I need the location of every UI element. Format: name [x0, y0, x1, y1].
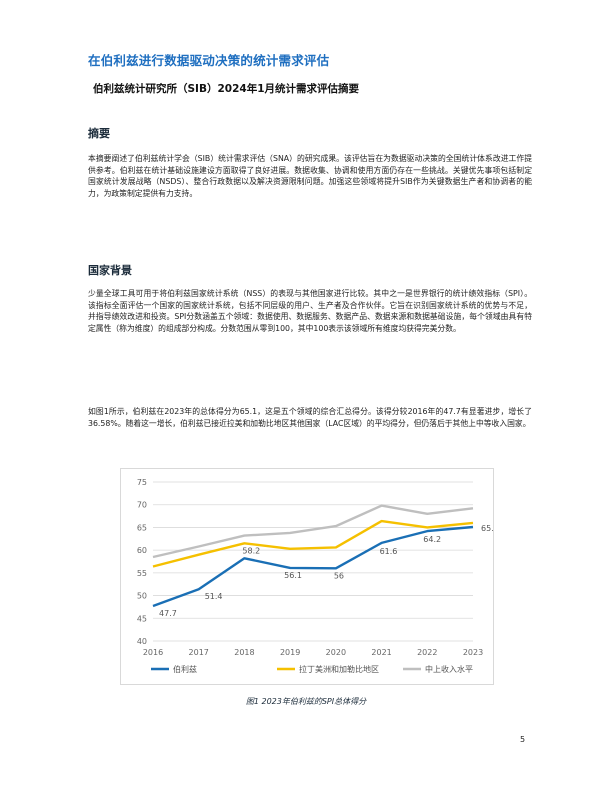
x-tick-label: 2018 — [234, 648, 254, 657]
data-label: 61.6 — [380, 547, 398, 556]
data-label: 56.1 — [284, 571, 302, 580]
page-number: 5 — [520, 735, 526, 744]
data-label: 58.2 — [242, 546, 260, 555]
document-subtitle: 伯利兹统计研究所（SIB）2024年1月统计需求评估摘要 — [93, 83, 360, 95]
section-heading-country-background: 国家背景 — [88, 264, 132, 277]
series-line-2 — [152, 504, 474, 559]
document-title: 在伯利兹进行数据驱动决策的统计需求评估 — [88, 53, 330, 68]
y-tick-label: 75 — [137, 478, 147, 487]
x-tick-label: 2020 — [326, 648, 346, 657]
series-line-1 — [152, 519, 474, 568]
data-label: 65.1 — [481, 524, 493, 533]
section-heading-summary: 摘要 — [88, 127, 110, 140]
x-tick-label: 2019 — [280, 648, 300, 657]
data-label: 51.4 — [205, 592, 223, 601]
x-tick-label: 2023 — [463, 648, 483, 657]
data-label: 64.2 — [423, 535, 441, 544]
y-tick-label: 70 — [137, 501, 147, 510]
y-tick-label: 65 — [137, 523, 147, 532]
legend-label-1: 拉丁美洲和加勒比地区 — [299, 664, 379, 674]
legend-label-0: 伯利兹 — [173, 664, 197, 674]
spi-line-chart: 40 45 50 55 60 65 70 75 2016 2017 2018 2019 2020 2021… — [120, 468, 499, 685]
data-label: 56 — [334, 571, 344, 580]
x-tick-label: 2017 — [189, 648, 209, 657]
country-background-paragraph-1: 少量全球工具可用于将伯利兹国家统计系统（NSS）的表现与其他国家进行比较。其中之… — [88, 289, 532, 333]
legend-label-2: 中上收入水平 — [425, 664, 473, 674]
x-tick-label: 2022 — [417, 648, 437, 657]
x-tick-label: 2021 — [371, 648, 391, 657]
x-tick-label: 2016 — [143, 648, 163, 657]
y-tick-label: 60 — [137, 546, 147, 555]
country-background-paragraph-2: 如图1所示，伯利兹在2023年的总体得分为65.1，这是五个领域的综合汇总得分。… — [88, 407, 532, 428]
y-tick-label: 50 — [137, 592, 147, 601]
spi-chart-svg: 40 45 50 55 60 65 70 75 2016 2017 2018 2019 2020 2021… — [137, 478, 499, 674]
y-tick-label: 55 — [137, 569, 147, 578]
figure-caption: 图1 2023年伯利兹的SPI总体得分 — [245, 697, 367, 706]
y-tick-label: 45 — [137, 614, 147, 623]
summary-paragraph: 本摘要阐述了伯利兹统计学会（SIB）统计需求评估（SNA）的研究成果。该评估旨在… — [88, 154, 532, 198]
y-tick-label: 40 — [137, 637, 147, 646]
series-line-0 — [152, 525, 474, 608]
data-label: 47.7 — [159, 609, 177, 618]
